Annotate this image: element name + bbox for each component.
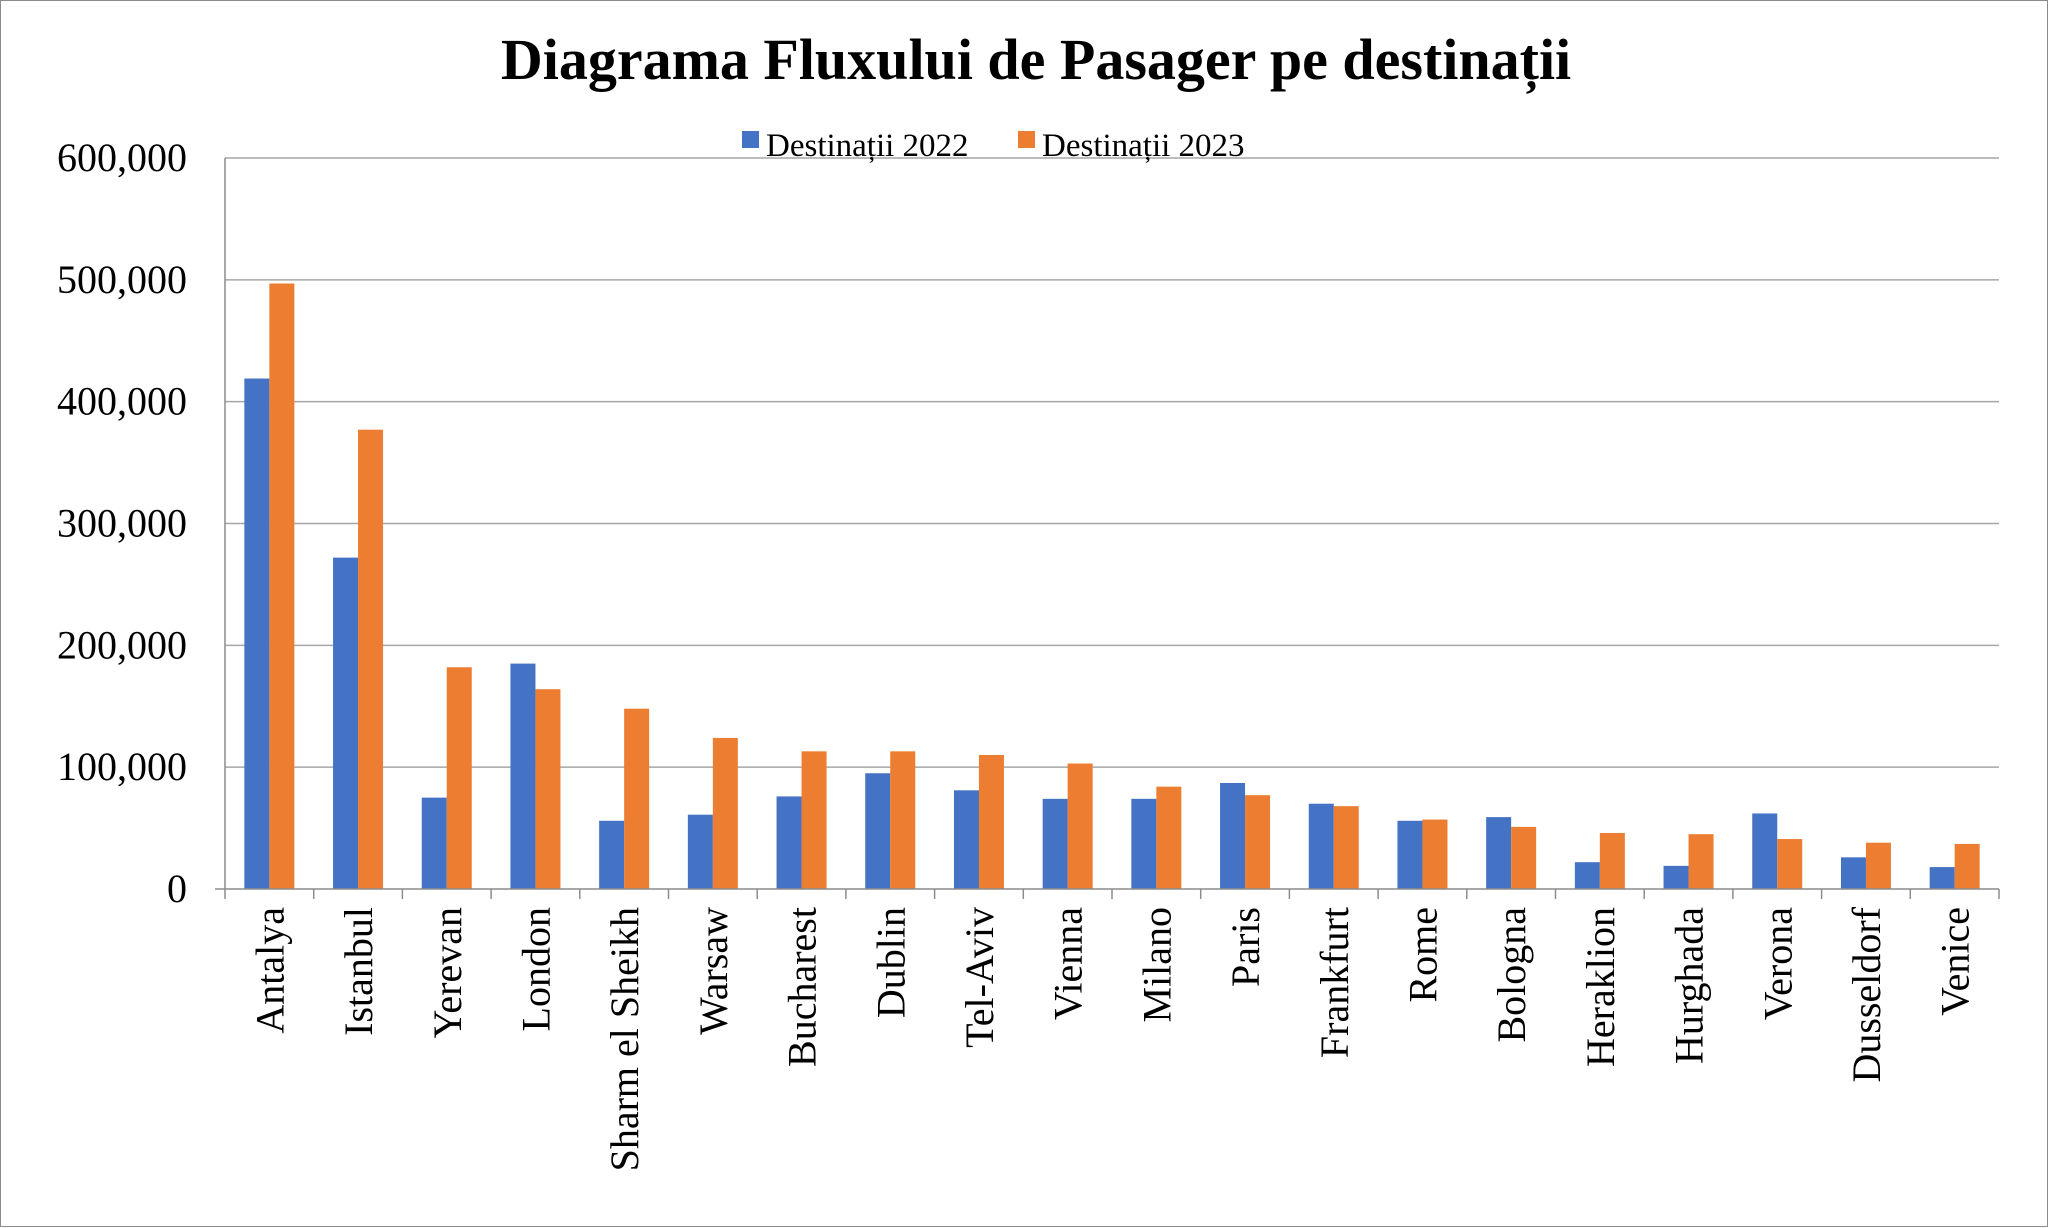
- bar-2022: [1220, 783, 1246, 889]
- x-tick-label: Antalya: [247, 907, 292, 1034]
- bar-2022: [1042, 798, 1068, 889]
- y-tick-label: 0: [167, 866, 187, 911]
- y-tick-label: 100,000: [57, 744, 187, 789]
- x-tick-label: Paris: [1223, 907, 1268, 987]
- x-tick-label: Warsaw: [691, 907, 736, 1035]
- bar-2023: [712, 737, 738, 889]
- y-tick-label: 600,000: [57, 135, 187, 180]
- x-tick-label: Heraklion: [1578, 907, 1623, 1067]
- x-tick-label: Sharm el Sheikh: [602, 907, 647, 1171]
- bar-2022: [333, 557, 359, 889]
- x-tick-label: Dusseldorf: [1844, 906, 1889, 1082]
- bar-2023: [1422, 819, 1448, 889]
- bar-2023: [1954, 843, 1980, 889]
- x-tick-label: Tel-Aviv: [957, 907, 1002, 1048]
- bar-2023: [1067, 763, 1093, 889]
- bar-2022: [599, 820, 625, 889]
- bar-2022: [1397, 820, 1423, 889]
- bar-2023: [890, 751, 916, 889]
- bar-2023: [1156, 786, 1182, 889]
- bar-2023: [801, 751, 827, 889]
- x-tick-label: Yerevan: [425, 907, 470, 1038]
- bar-2022: [1752, 813, 1778, 889]
- bar-2022: [1574, 862, 1600, 889]
- legend-label-2022: Destinații 2022: [766, 128, 969, 164]
- x-tick-label: Vienna: [1046, 907, 1091, 1020]
- bar-2022: [1663, 865, 1689, 889]
- y-tick-label: 200,000: [57, 622, 187, 667]
- bars: [244, 283, 1980, 889]
- x-tick-label: Frankfurt: [1312, 907, 1357, 1058]
- bar-2023: [1511, 826, 1537, 889]
- x-tick-label: Milano: [1134, 907, 1179, 1023]
- legend-swatch-2022: [742, 131, 759, 148]
- bar-2022: [1131, 798, 1157, 889]
- bar-2022: [687, 814, 713, 889]
- y-tick-label: 300,000: [57, 501, 187, 546]
- y-tick-label: 500,000: [57, 257, 187, 302]
- bar-2023: [978, 754, 1004, 889]
- bar-2022: [510, 663, 536, 889]
- y-tick-label: 400,000: [57, 379, 187, 424]
- bar-2022: [1929, 867, 1955, 889]
- x-tick-label: Rome: [1400, 907, 1445, 1003]
- bar-2023: [269, 283, 295, 889]
- bar-2023: [1688, 834, 1714, 889]
- bar-2023: [1333, 806, 1359, 889]
- x-tick-label: Bucharest: [780, 907, 825, 1067]
- bar-2022: [1840, 857, 1866, 889]
- bar-2022: [1486, 817, 1512, 889]
- legend-swatch-2023: [1018, 131, 1035, 148]
- bar-2023: [1599, 832, 1625, 889]
- x-tick-label: Istanbul: [336, 907, 381, 1036]
- bar-2023: [358, 429, 384, 889]
- bar-2023: [1245, 795, 1271, 889]
- x-tick-label: London: [513, 907, 558, 1031]
- bar-2023: [446, 667, 472, 889]
- legend: Destinații 2022 Destinații 2023: [742, 128, 1245, 164]
- x-tick-label: Venice: [1933, 907, 1978, 1016]
- bar-2022: [865, 773, 891, 889]
- bar-2023: [624, 708, 650, 889]
- legend-label-2023: Destinații 2023: [1042, 128, 1245, 164]
- bar-2022: [953, 790, 979, 889]
- bar-2022: [421, 797, 447, 889]
- bar-2022: [776, 796, 802, 889]
- bar-2022: [244, 378, 270, 889]
- x-tick-label: Bologna: [1489, 907, 1534, 1043]
- axes: 0 100,000 200,000 300,000 400,000 500,000 600,…: [57, 135, 2000, 1171]
- bar-2023: [1865, 842, 1891, 889]
- chart-title: Diagrama Fluxului de Pasager pe destinaț…: [501, 27, 1571, 94]
- gridlines: [225, 157, 1999, 768]
- bar-2023: [1777, 839, 1803, 889]
- x-tick-label: Verona: [1755, 907, 1800, 1021]
- bar-2023: [535, 689, 561, 889]
- bar-2022: [1308, 803, 1334, 889]
- x-tick-label: Hurghada: [1667, 907, 1712, 1064]
- x-tick-label: Dublin: [868, 907, 913, 1018]
